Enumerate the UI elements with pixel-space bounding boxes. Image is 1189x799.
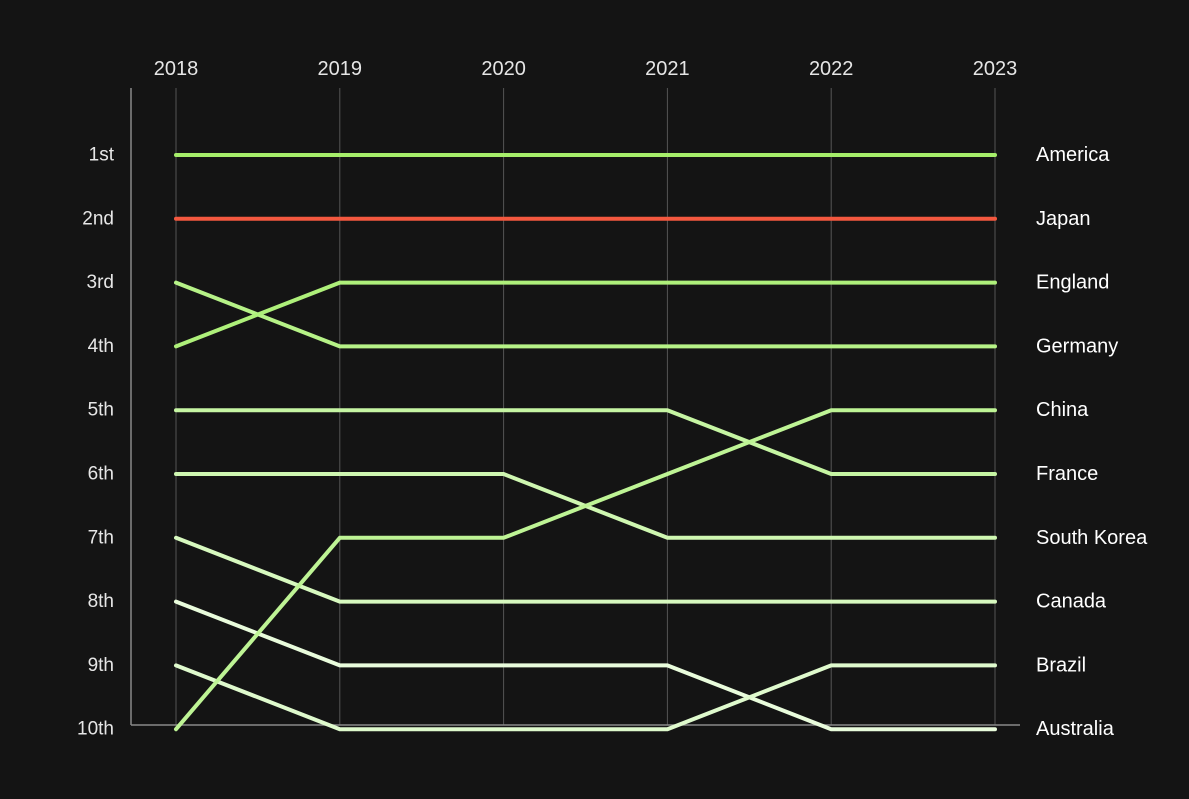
series-line-england bbox=[174, 280, 997, 349]
series-label-england: England bbox=[1036, 272, 1109, 294]
series-label-china: China bbox=[1036, 399, 1089, 421]
series-label-america: America bbox=[1036, 144, 1110, 166]
y-tick-label: 10th bbox=[77, 719, 114, 740]
y-tick-label: 1st bbox=[89, 145, 115, 166]
x-tick-label: 2020 bbox=[481, 58, 526, 80]
series-line-france bbox=[174, 408, 997, 476]
series-line-china bbox=[174, 408, 997, 732]
x-tick-label: 2023 bbox=[973, 58, 1018, 80]
y-tick-label: 7th bbox=[88, 527, 114, 548]
series-label-france: France bbox=[1036, 463, 1098, 485]
series-label-canada: Canada bbox=[1036, 591, 1107, 613]
y-tick-label: 5th bbox=[88, 400, 114, 421]
series-label-germany: Germany bbox=[1036, 335, 1118, 357]
series-line-australia bbox=[174, 599, 997, 732]
y-tick-label: 3rd bbox=[87, 272, 114, 293]
x-tick-label: 2018 bbox=[154, 58, 199, 80]
series-label-south-korea: South Korea bbox=[1036, 527, 1148, 549]
series-label-japan: Japan bbox=[1036, 208, 1091, 230]
x-tick-label: 2022 bbox=[809, 58, 854, 80]
y-tick-label: 6th bbox=[88, 464, 114, 485]
x-tick-label: 2019 bbox=[318, 58, 363, 80]
series-line-brazil bbox=[174, 663, 997, 732]
y-tick-label: 9th bbox=[88, 655, 114, 676]
y-tick-label: 8th bbox=[88, 591, 114, 612]
series-line-canada bbox=[174, 535, 997, 604]
x-tick-label: 2021 bbox=[645, 58, 690, 80]
y-tick-label: 2nd bbox=[82, 208, 114, 229]
series-label-australia: Australia bbox=[1036, 718, 1115, 740]
series-line-germany bbox=[174, 280, 997, 349]
y-tick-label: 4th bbox=[88, 336, 114, 357]
series-label-brazil: Brazil bbox=[1036, 654, 1086, 676]
